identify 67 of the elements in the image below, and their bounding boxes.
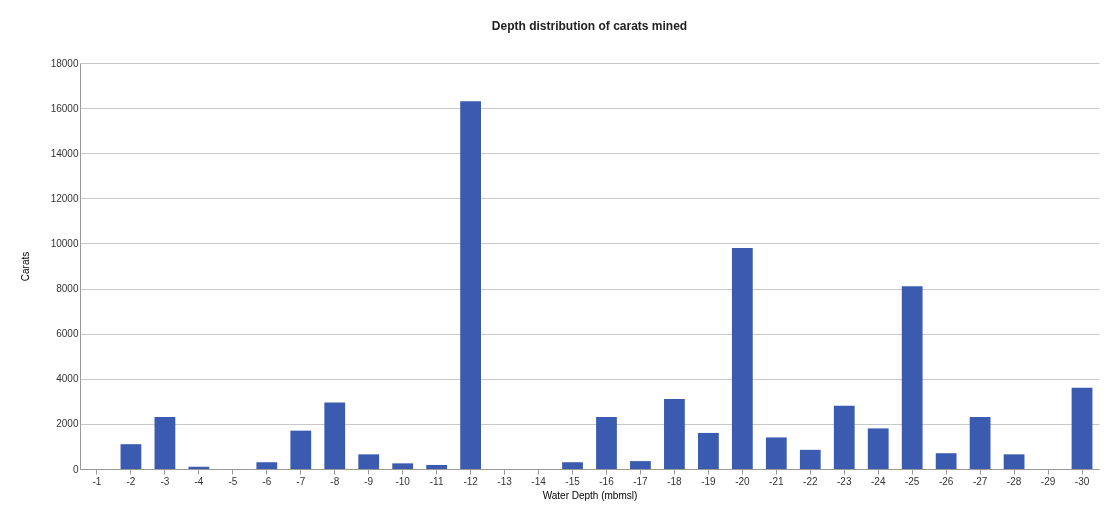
bar <box>697 432 719 469</box>
x-tick-label: -27 <box>972 475 988 487</box>
x-tick-label: -16 <box>599 475 615 487</box>
x-tick-label: -29 <box>1040 475 1056 487</box>
x-tick-label: -11 <box>429 475 444 487</box>
x-tick-label: -10 <box>395 475 411 487</box>
x-tick-label: -14 <box>531 475 547 487</box>
x-tick-label: -9 <box>364 475 374 487</box>
bar <box>765 437 787 469</box>
x-tick-label: -25 <box>904 475 920 487</box>
bar <box>120 444 142 469</box>
x-tick-label: -20 <box>735 475 751 487</box>
x-tick-label: -7 <box>296 475 306 487</box>
bar <box>664 399 685 469</box>
x-tick-label: -8 <box>330 475 340 487</box>
bar <box>867 428 889 469</box>
y-tick-label: 8000 <box>56 283 79 295</box>
x-tick-label: -24 <box>870 475 886 487</box>
y-tick-label: 12000 <box>50 192 79 204</box>
x-tick-label: -15 <box>565 475 581 487</box>
y-axis-title: Carats <box>19 251 31 282</box>
x-tick-label: -6 <box>262 475 272 487</box>
y-tick-label: 10000 <box>50 237 79 249</box>
x-axis-title: Water Depth (mbmsl) <box>542 489 638 501</box>
bar <box>290 430 312 469</box>
bar <box>731 247 753 469</box>
bar <box>1071 387 1093 469</box>
x-tick-label: -2 <box>126 475 136 487</box>
bar <box>630 461 651 469</box>
bar <box>358 454 380 469</box>
bar <box>154 417 176 469</box>
bar <box>799 449 821 469</box>
x-tick-label: -19 <box>701 475 717 487</box>
y-tick-label: 18000 <box>50 57 79 69</box>
bar <box>392 463 414 469</box>
x-tick-label: -18 <box>667 475 683 487</box>
bar <box>969 417 991 469</box>
x-tick-label: -13 <box>497 475 513 487</box>
bar <box>1003 454 1025 469</box>
x-tick-label: -23 <box>837 475 852 487</box>
chart-title: Depth distribution of carats mined <box>491 19 688 33</box>
y-tick-label: 4000 <box>56 373 79 385</box>
x-tick-label: -22 <box>803 475 818 487</box>
bar <box>596 417 617 469</box>
x-tick-label: -17 <box>633 475 649 487</box>
y-tick-label: 16000 <box>50 102 79 114</box>
x-tick-label: -5 <box>228 475 238 487</box>
y-tick-label: 6000 <box>56 328 79 340</box>
bar <box>460 101 482 469</box>
y-tick-label: 14000 <box>50 147 79 159</box>
bar <box>833 405 855 469</box>
bar <box>256 462 278 469</box>
y-tick-label: 2000 <box>56 418 79 430</box>
x-tick-label: -30 <box>1074 475 1090 487</box>
x-tick-label: -21 <box>769 475 784 487</box>
bar <box>562 462 583 469</box>
x-tick-label: -1 <box>92 475 102 487</box>
x-tick-label: -3 <box>160 475 170 487</box>
y-tick-label: 0 <box>72 463 79 475</box>
bar <box>935 453 957 469</box>
bar <box>324 402 346 469</box>
bar <box>901 286 923 469</box>
x-tick-label: -4 <box>194 475 204 487</box>
x-tick-label: -26 <box>938 475 954 487</box>
x-tick-label: -28 <box>1006 475 1022 487</box>
x-tick-label: -12 <box>463 475 479 487</box>
bar <box>426 464 448 469</box>
